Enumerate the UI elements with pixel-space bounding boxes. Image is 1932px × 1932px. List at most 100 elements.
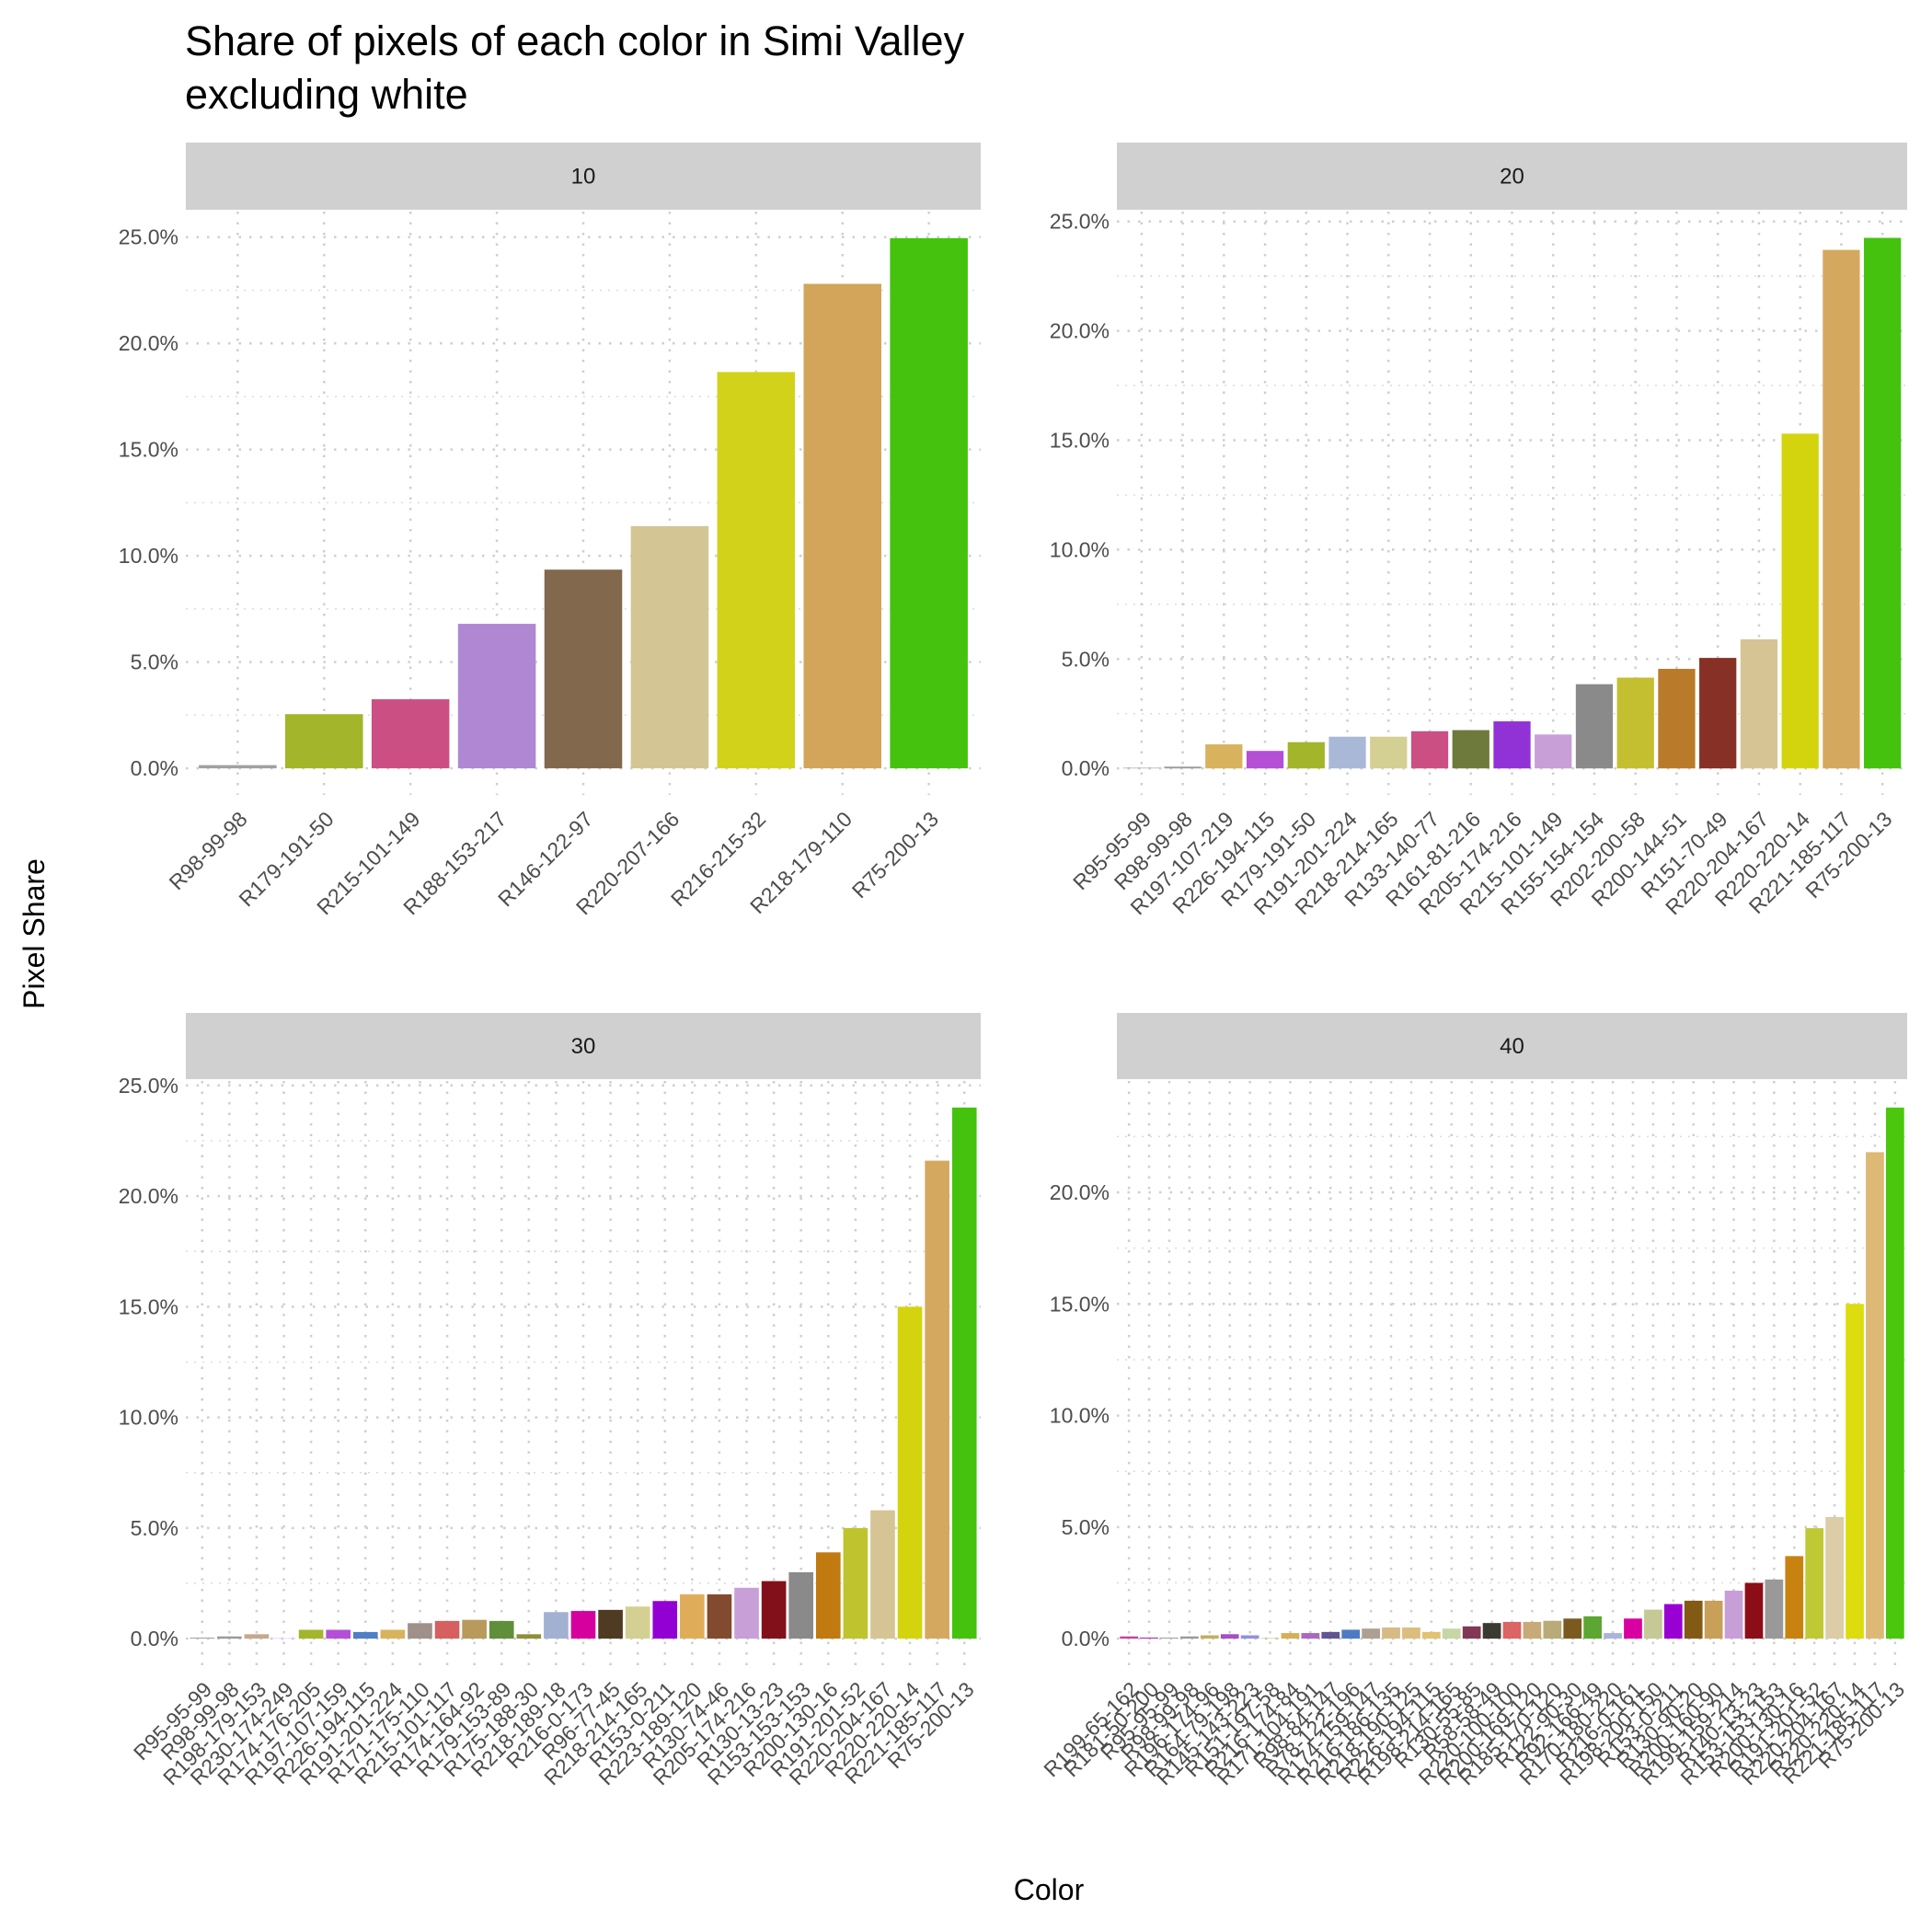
bar	[1535, 734, 1572, 769]
bar	[1120, 1636, 1139, 1639]
panel: 400.0%5.0%10.0%15.0%20.0%R199-65-162R181…	[1039, 1013, 1909, 1789]
bar	[1583, 1616, 1603, 1639]
bar	[1624, 1618, 1642, 1639]
bar	[1663, 1604, 1683, 1639]
bar	[1410, 730, 1449, 769]
bar	[352, 1631, 378, 1639]
bar	[1523, 1621, 1542, 1639]
y-tick-label: 10.0%	[1050, 537, 1110, 561]
bar	[190, 1637, 215, 1639]
bar	[199, 765, 277, 769]
bar	[1846, 1304, 1864, 1639]
bar	[1220, 1634, 1239, 1639]
y-tick-label: 15.0%	[119, 1294, 178, 1318]
bar	[1482, 1623, 1501, 1639]
bar	[951, 1107, 977, 1639]
bar	[1164, 766, 1202, 769]
bar	[1362, 1628, 1380, 1639]
bar	[1370, 736, 1408, 769]
bar	[1402, 1627, 1420, 1639]
bar	[462, 1619, 487, 1639]
bar	[570, 1611, 596, 1639]
bar	[761, 1581, 787, 1639]
bar	[1493, 721, 1531, 769]
y-tick-label: 25.0%	[1050, 210, 1110, 234]
bar	[1864, 237, 1902, 769]
bar	[544, 1612, 569, 1639]
bar	[380, 1629, 406, 1639]
bar	[489, 1620, 514, 1639]
bar	[285, 714, 363, 769]
bar	[371, 699, 450, 769]
x-tick-label: R98-99-98	[165, 807, 252, 894]
y-tick-label: 0.0%	[1062, 1627, 1110, 1650]
x-axis-title: Color	[1014, 1873, 1085, 1906]
bar	[925, 1160, 949, 1639]
bar	[1180, 1636, 1199, 1639]
y-tick-label: 0.0%	[1062, 756, 1110, 780]
y-tick-label: 0.0%	[131, 1627, 178, 1650]
bar	[1462, 1626, 1481, 1639]
y-tick-label: 20.0%	[119, 331, 178, 355]
panel: 10 0.0% 5.0% 10.0% 15.0% 20.0% 25.0% R98-99-98 R…	[119, 143, 981, 919]
bar	[1825, 1516, 1844, 1639]
bar	[1281, 1633, 1300, 1639]
strip-label: 20	[1500, 165, 1524, 190]
bar	[625, 1606, 650, 1639]
bar	[1160, 1637, 1179, 1639]
bar	[734, 1587, 759, 1639]
bar	[1382, 1627, 1400, 1639]
bar	[1699, 658, 1737, 769]
bar	[1452, 730, 1489, 769]
bar	[1442, 1628, 1461, 1639]
chart-title: excluding white	[185, 71, 468, 118]
bar	[1575, 684, 1614, 769]
bar	[1200, 1635, 1219, 1639]
strip-label: 10	[571, 165, 596, 190]
bar	[788, 1571, 814, 1639]
bar	[516, 1634, 542, 1639]
bar	[1644, 1609, 1662, 1639]
bar	[843, 1527, 868, 1639]
y-tick-label: 15.0%	[1050, 429, 1110, 453]
bar	[630, 525, 709, 769]
bar	[544, 569, 623, 769]
bar	[1744, 1582, 1764, 1639]
bar	[326, 1629, 351, 1639]
bar	[1740, 638, 1778, 769]
bar	[217, 1636, 242, 1639]
strip-label: 30	[571, 1034, 596, 1059]
y-tick-label: 20.0%	[1050, 1180, 1110, 1204]
strip-background	[186, 143, 981, 210]
strip-label: 40	[1500, 1034, 1524, 1059]
bar	[1616, 677, 1654, 769]
bar	[1704, 1600, 1723, 1639]
bar	[1301, 1633, 1320, 1639]
y-tick-label: 10.0%	[119, 1406, 178, 1430]
bar	[457, 624, 536, 769]
y-tick-label: 15.0%	[119, 438, 178, 462]
bar	[1321, 1631, 1340, 1639]
bar	[1823, 249, 1860, 769]
panel: 200.0%5.0%10.0%15.0%20.0%25.0%R95-95-99R…	[1050, 143, 1907, 919]
bar	[803, 283, 881, 769]
strip-background	[186, 1013, 981, 1079]
x-tick-label: R75-200-13	[847, 807, 943, 903]
bar	[897, 1306, 923, 1639]
y-axis-title: Pixel Share	[17, 858, 51, 1009]
bar	[1765, 1579, 1784, 1639]
y-tick-label: 5.0%	[1062, 1515, 1110, 1539]
bar	[1866, 1152, 1884, 1639]
strip-background	[1117, 1013, 1907, 1079]
bar	[1140, 1637, 1158, 1639]
y-tick-label: 20.0%	[1050, 319, 1110, 343]
bar	[890, 237, 968, 769]
y-tick-label: 25.0%	[119, 1074, 178, 1098]
bar	[1724, 1590, 1743, 1639]
bar	[1421, 1631, 1441, 1639]
strip-background	[1117, 143, 1907, 210]
bar	[870, 1510, 895, 1639]
bar	[1785, 1556, 1804, 1639]
bar	[1246, 751, 1284, 769]
